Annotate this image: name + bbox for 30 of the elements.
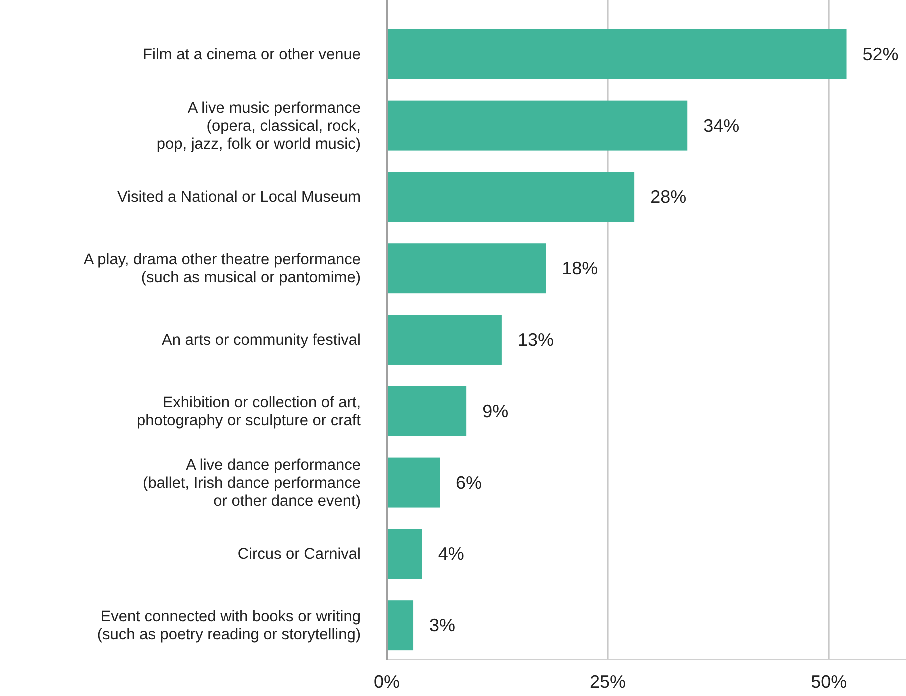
data-label: 28% (650, 187, 687, 208)
bar (387, 100, 688, 151)
data-label: 4% (438, 544, 464, 564)
bar (387, 244, 546, 294)
bar (387, 315, 502, 365)
data-label: 6% (456, 472, 482, 493)
data-label: 9% (482, 401, 509, 422)
y-tick-label: A live music performance (opera, classical, rock, pop, jazz, folk or world music) (156, 99, 361, 152)
x-tick-label: 0% (374, 672, 400, 692)
data-label: 52% (862, 44, 899, 64)
y-tick-label: Visited a National or Local Museum (117, 188, 361, 206)
data-label: 3% (430, 616, 456, 636)
data-label: 34% (704, 116, 740, 136)
bar (387, 29, 847, 80)
y-tick-label: Exhibition or collection of art, photography or sculpture or craft (136, 394, 362, 429)
y-tick-label: Circus or Carnival (238, 546, 361, 563)
bar (387, 458, 440, 508)
y-tick-label: Film at a cinema or other venue (143, 46, 361, 63)
x-tick-label: 50% (811, 672, 848, 692)
bar (387, 529, 422, 580)
data-label: 13% (518, 330, 554, 350)
y-tick-label: A live dance performance (ballet, Irish dance performance or other dance event) (143, 456, 361, 510)
bar (387, 172, 635, 222)
bar (387, 600, 414, 651)
x-tick-label: 25% (590, 672, 626, 692)
data-label: 18% (562, 258, 598, 279)
y-tick-label: An arts or community festival (162, 332, 361, 348)
y-tick-label: A play, drama other theatre performance (such as musical or pantomime) (84, 251, 361, 286)
bar (387, 386, 467, 436)
y-tick-label: Event connected with books or writing (such as poetry reading or storytelling) (97, 608, 361, 644)
